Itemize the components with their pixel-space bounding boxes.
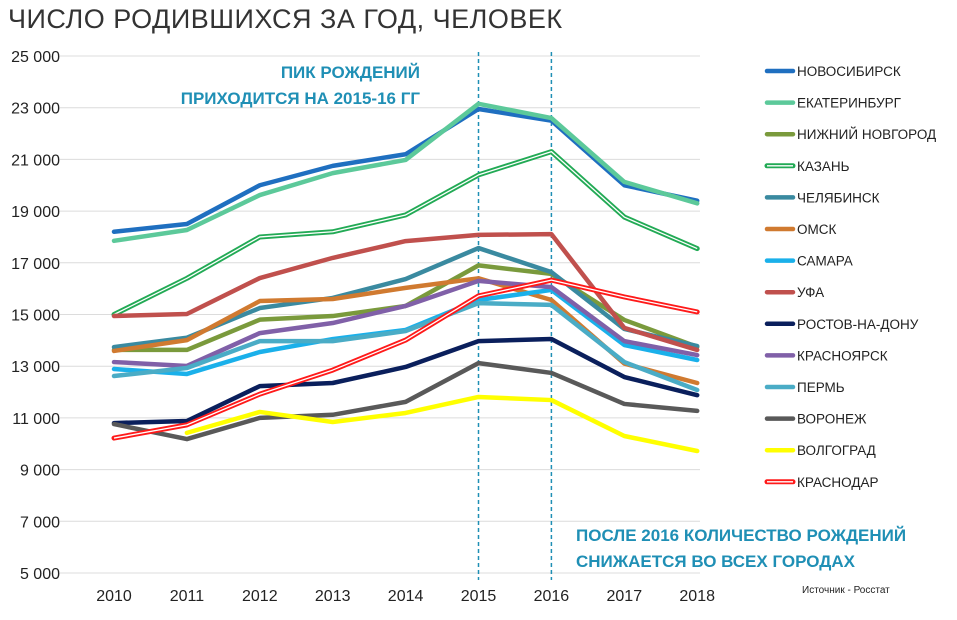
x-tick-label: 2010: [96, 588, 132, 605]
series-line: [184, 394, 700, 454]
series-line: [111, 278, 700, 369]
y-tick-label: 25 000: [11, 49, 60, 66]
legend-label: НОВОСИБИРСК: [797, 64, 901, 79]
legend-label: САМАРА: [797, 254, 853, 269]
chart-title: ЧИСЛО РОДИВШИХСЯ ЗА ГОД, ЧЕЛОВЕК: [8, 4, 563, 34]
legend-label: ВОЛГОГРАД: [797, 443, 876, 458]
y-tick-label: 19 000: [11, 204, 60, 221]
legend-label: КРАСНОДАР: [797, 475, 879, 490]
decline-annotation-line1: ПОСЛЕ 2016 КОЛИЧЕСТВО РОЖДЕНИЙ: [576, 526, 907, 545]
y-tick-label: 21 000: [11, 152, 60, 169]
x-tick-label: 2011: [170, 588, 205, 605]
source-note: Источник - Росстат: [802, 585, 890, 596]
x-tick-label: 2014: [388, 588, 424, 605]
legend-label: НИЖНИЙ НОВГОРОД: [797, 127, 936, 142]
series-line: [111, 106, 700, 235]
series-line-inner: [113, 279, 698, 439]
legend-label: ЕКАТЕРИНБУРГ: [797, 96, 902, 111]
y-tick-label: 15 000: [11, 308, 60, 325]
legend-label: КАЗАНЬ: [797, 159, 850, 174]
x-tick-label: 2012: [242, 588, 278, 605]
legend-label: РОСТОВ-НА-ДОНУ: [797, 317, 919, 332]
x-tick-label: 2016: [534, 588, 570, 605]
decline-annotation-line2: СНИЖАЕТСЯ ВО ВСЕХ ГОРОДАХ: [576, 552, 855, 571]
y-tick-label: 17 000: [11, 256, 60, 273]
legend-label: УФА: [797, 285, 824, 300]
x-tick-label: 2013: [315, 588, 351, 605]
series-line-inner: [113, 150, 698, 316]
series-line: [111, 300, 700, 393]
legend-label: ЧЕЛЯБИНСК: [797, 190, 880, 205]
peak-annotation-line2: ПРИХОДИТСЯ НА 2015-16 ГГ: [180, 89, 420, 108]
y-tick-label: 5 000: [20, 566, 60, 583]
series-line: [111, 101, 700, 244]
peak-annotation-line1: ПИК РОЖДЕНИЙ: [280, 63, 420, 82]
y-tick-label: 13 000: [11, 359, 60, 376]
series-line: [111, 231, 700, 353]
series-line: [111, 336, 700, 426]
y-tick-label: 23 000: [11, 101, 60, 118]
x-tick-label: 2018: [679, 588, 715, 605]
y-tick-label: 11 000: [12, 411, 60, 428]
x-tick-label: 2015: [461, 588, 497, 605]
x-tick-label: 2017: [607, 588, 643, 605]
peak-annotation: ПИК РОЖДЕНИЙ ПРИХОДИТСЯ НА 2015-16 ГГ: [150, 60, 420, 112]
legend-label: ВОРОНЕЖ: [797, 412, 867, 427]
decline-annotation: ПОСЛЕ 2016 КОЛИЧЕСТВО РОЖДЕНИЙ СНИЖАЕТСЯ…: [576, 523, 906, 575]
series-line: [111, 360, 700, 442]
legend-label: ПЕРМЬ: [797, 380, 845, 395]
legend-label: КРАСНОЯРСК: [797, 348, 888, 363]
y-tick-label: 9 000: [20, 463, 60, 480]
legend-label: ОМСК: [797, 222, 836, 237]
y-tick-label: 7 000: [20, 514, 60, 531]
